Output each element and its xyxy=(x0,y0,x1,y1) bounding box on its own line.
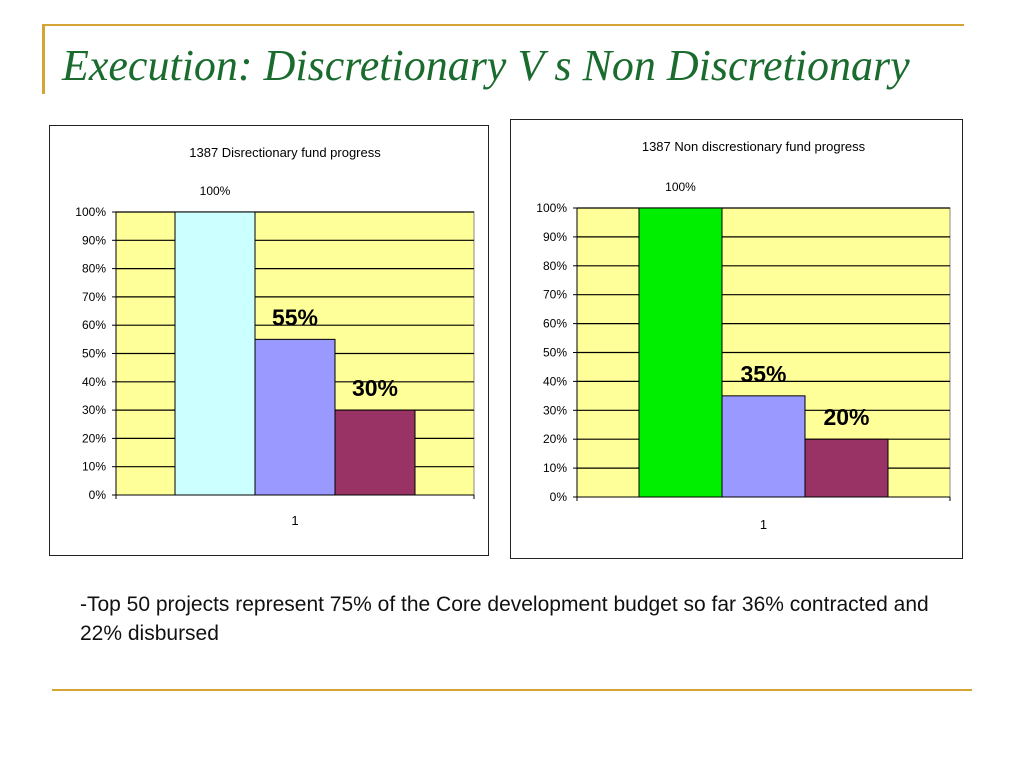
bar xyxy=(638,207,723,498)
y-tick-label: 100% xyxy=(536,201,567,215)
y-tick-label: 50% xyxy=(543,346,567,360)
y-tick-label: 10% xyxy=(82,460,106,474)
data-label: 20% xyxy=(823,404,869,430)
data-label: 30% xyxy=(352,375,398,401)
page-title: Execution: Discretionary V s Non Discret… xyxy=(62,41,910,90)
discretionary-chart: 1387 Disrectionary fund progress 0% 10% 20%… xyxy=(49,125,489,556)
bar xyxy=(254,338,336,496)
data-label: 100% xyxy=(200,184,231,198)
y-tick-label: 20% xyxy=(82,431,106,445)
y-tick-label: 40% xyxy=(82,375,106,389)
non-discretionary-chart: 1387 Non discrestionary fund progress 0% 1… xyxy=(510,119,963,559)
y-tick-label: 70% xyxy=(82,290,106,304)
y-tick-label: 60% xyxy=(543,317,567,331)
discretionary-chart-svg: 1387 Disrectionary fund progress 0% 10% 20%… xyxy=(75,145,475,528)
y-tick-label: 100% xyxy=(75,205,106,219)
data-label: 55% xyxy=(272,304,318,330)
footnote-text: -Top 50 projects represent 75% of the Co… xyxy=(80,593,929,645)
y-tick-label: 60% xyxy=(82,318,106,332)
bar xyxy=(721,395,806,498)
chart-title: 1387 Disrectionary fund progress xyxy=(189,145,381,160)
accent-bottom-line xyxy=(52,689,972,691)
y-tick-label: 90% xyxy=(82,233,106,247)
data-label: 100% xyxy=(665,180,696,194)
y-tick-label: 30% xyxy=(543,403,567,417)
bar xyxy=(174,211,256,496)
y-tick-label: 80% xyxy=(82,262,106,276)
bar xyxy=(334,409,416,496)
y-tick-label: 0% xyxy=(550,490,568,504)
y-tick-label: 10% xyxy=(543,461,567,475)
y-tick-label: 90% xyxy=(543,230,567,244)
accent-vertical-line xyxy=(42,24,45,94)
accent-top-line xyxy=(42,24,964,26)
y-tick-label: 30% xyxy=(82,403,106,417)
non-discretionary-chart-svg: 1387 Non discrestionary fund progress 0% 1… xyxy=(536,139,951,532)
y-tick-label: 80% xyxy=(543,259,567,273)
x-category-label: 1 xyxy=(291,513,298,528)
bar xyxy=(804,438,889,498)
y-tick-label: 50% xyxy=(82,347,106,361)
data-label: 35% xyxy=(740,361,786,387)
y-tick-label: 70% xyxy=(543,288,567,302)
y-tick-label: 40% xyxy=(543,374,567,388)
y-tick-label: 0% xyxy=(89,488,107,502)
chart-title: 1387 Non discrestionary fund progress xyxy=(642,139,866,154)
x-category-label: 1 xyxy=(760,517,767,532)
y-tick-label: 20% xyxy=(543,432,567,446)
